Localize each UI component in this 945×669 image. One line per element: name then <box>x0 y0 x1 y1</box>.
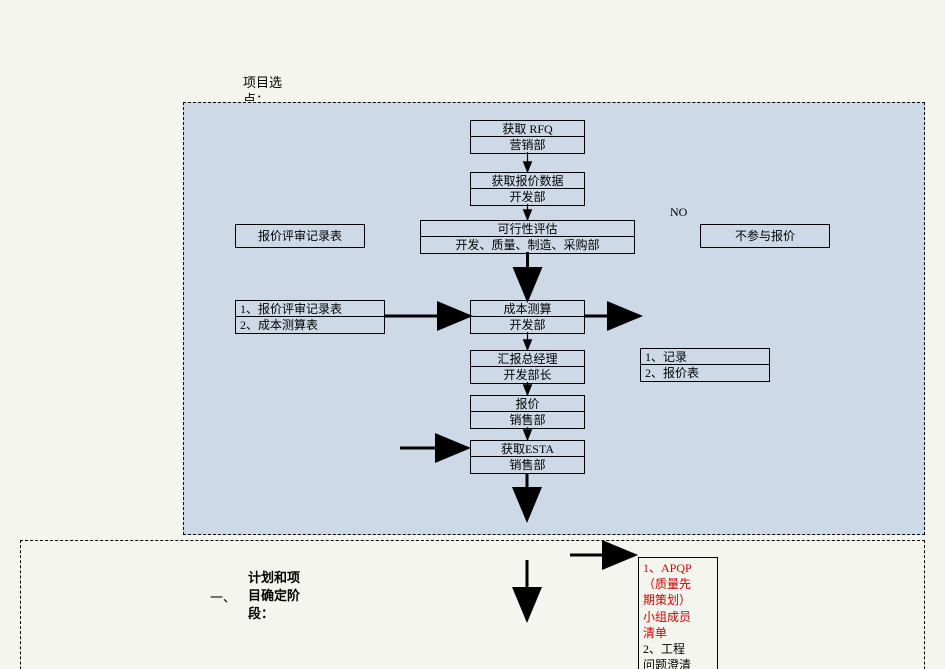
diagram-stage: 项目选 点： NO 一、 计划和项 目确定阶 段： 1、APQP（质量先期策划）… <box>0 0 945 669</box>
flowchart-arrows <box>0 0 945 669</box>
